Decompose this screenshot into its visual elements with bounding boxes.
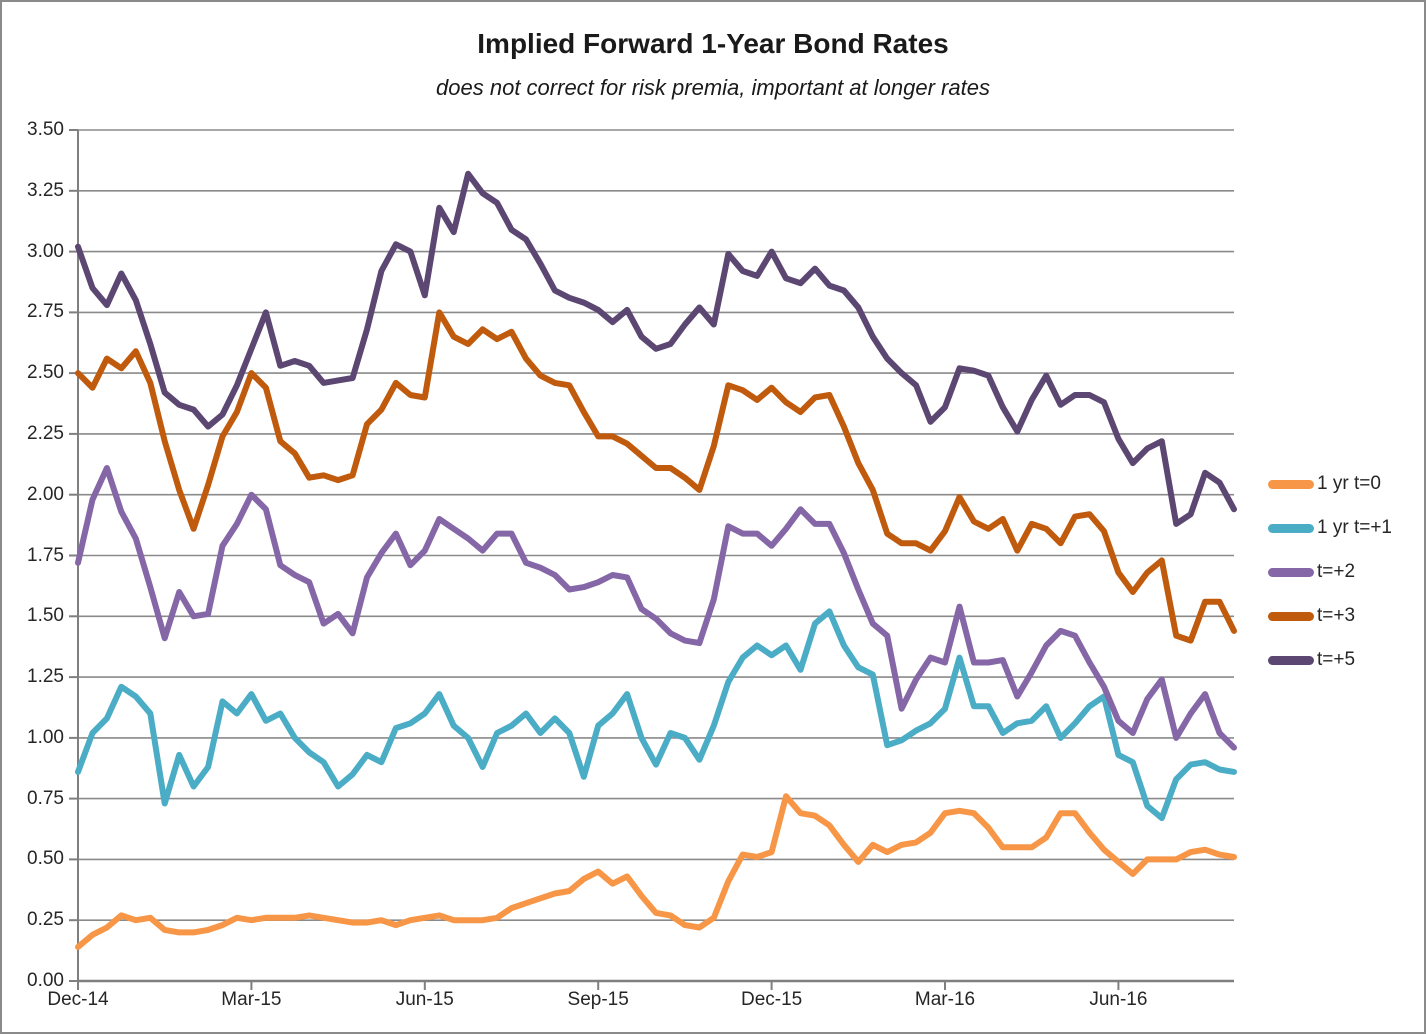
legend-item-t-5: t=+5: [1268, 648, 1392, 672]
y-tick-label: 0.75: [27, 787, 64, 809]
legend-item-1-yr-t-0: 1 yr t=0: [1268, 472, 1392, 496]
y-tick-label: 2.25: [27, 422, 64, 444]
series-line-t-3: [75, 309, 1237, 644]
y-tick-label: 0.50: [27, 848, 64, 870]
y-tick-label: 3.25: [27, 179, 64, 201]
x-tick-label: Dec-14: [47, 989, 109, 1010]
legend-swatch-1-yr-t-1: [1268, 523, 1314, 533]
series-line-1-yr-t-1: [75, 608, 1237, 822]
x-tick-label: Dec-15: [740, 989, 803, 1010]
series-line-t-2: [75, 465, 1237, 751]
y-tick-label: 0.00: [27, 970, 64, 991]
legend-item-t-3: t=+3: [1268, 604, 1392, 628]
series-line-t-5: [75, 170, 1237, 527]
legend-label-t-3: t=+3: [1317, 605, 1356, 626]
legend-swatch-t-5: [1268, 655, 1314, 665]
y-tick-label: 2.00: [27, 483, 64, 505]
legend-label-1-yr-t-0: 1 yr t=0: [1317, 473, 1381, 494]
y-tick-label: 1.25: [27, 666, 64, 688]
y-tick-label: 1.50: [27, 605, 64, 627]
y-tick-label: 0.25: [27, 909, 64, 931]
series-line-1-yr-t-0: [75, 793, 1237, 950]
y-tick-label: 2.75: [27, 301, 64, 323]
y-tick-label: 2.50: [27, 362, 64, 384]
x-tick-label: Mar-15: [221, 989, 282, 1010]
x-tick-label: Sep-15: [567, 989, 629, 1010]
legend-label-t-2: t=+2: [1317, 561, 1356, 582]
y-tick-label: 1.00: [27, 726, 64, 748]
x-tick-label: Jun-16: [1089, 989, 1148, 1010]
legend-swatch-t-2: [1268, 567, 1314, 577]
chart-subtitle: does not correct for risk premia, import…: [436, 75, 990, 100]
y-tick-label: 3.00: [27, 240, 64, 262]
legend: 1 yr t=0 1 yr t=+1 t=+2 t=+3 t=+5: [1268, 472, 1392, 692]
y-tick-label: 3.50: [27, 119, 64, 140]
legend-item-t-2: t=+2: [1268, 560, 1392, 584]
legend-swatch-1-yr-t-0: [1268, 479, 1314, 489]
legend-item-1-yr-t-1: 1 yr t=+1: [1268, 516, 1392, 540]
chart-title: Implied Forward 1-Year Bond Rates: [477, 28, 949, 59]
legend-label-t-5: t=+5: [1317, 649, 1356, 670]
x-tick-label: Jun-15: [395, 989, 454, 1010]
y-tick-label: 1.75: [27, 544, 64, 566]
legend-swatch-t-3: [1268, 611, 1314, 621]
legend-label-1-yr-t-1: 1 yr t=+1: [1317, 517, 1392, 538]
x-tick-label: Mar-16: [914, 989, 976, 1010]
